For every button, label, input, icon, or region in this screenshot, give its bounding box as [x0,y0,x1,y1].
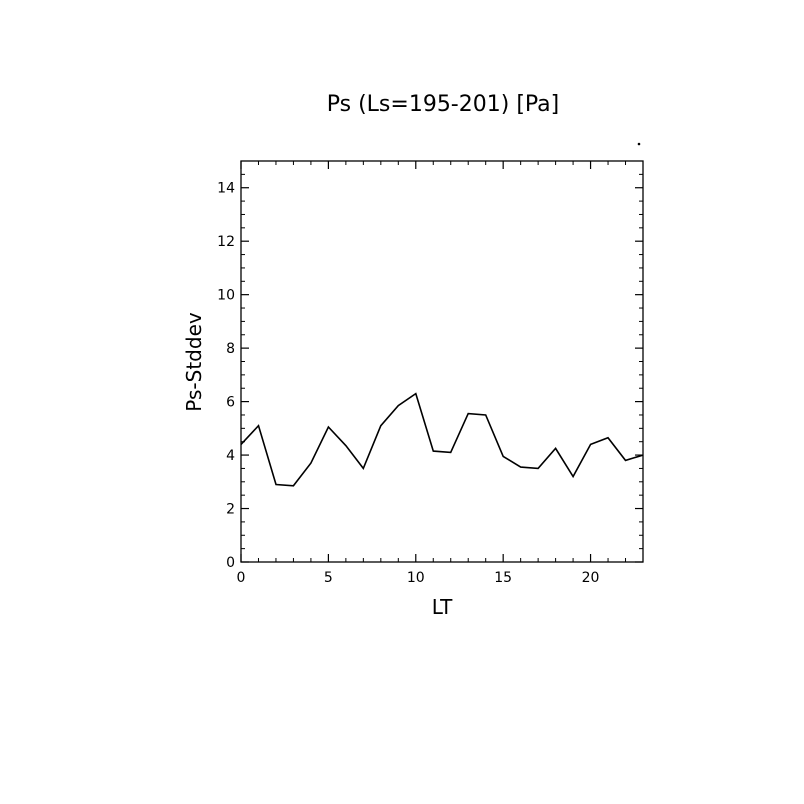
tick-labels: 0 5 10 15 20 0 2 4 6 8 10 12 14 [217,181,599,586]
y-tick-label: 10 [217,288,235,304]
x-tick-label: 20 [582,570,600,586]
plot-frame [240,160,644,563]
y-tick-label: 6 [226,395,235,411]
y-tick-label: 14 [217,181,235,197]
series-group [240,392,644,487]
y-tick-label: 4 [226,448,235,464]
x-tick-label: 5 [324,570,333,586]
y-tick-label: 0 [226,555,235,571]
y-axis-label: Ps-Stddev [182,312,206,412]
y-tick-label: 12 [217,234,235,250]
x-tick-label: 15 [494,570,512,586]
series-line [240,392,644,487]
axis-ticks [240,160,644,563]
x-tick-label: 10 [407,570,425,586]
corner-dot [637,142,641,146]
x-axis-label: LT [432,595,453,619]
chart-title: Ps (Ls=195-201) [Pa] [327,92,560,117]
x-tick-label: 0 [237,570,246,586]
y-tick-label: 2 [226,502,235,518]
y-tick-label: 8 [226,341,235,357]
